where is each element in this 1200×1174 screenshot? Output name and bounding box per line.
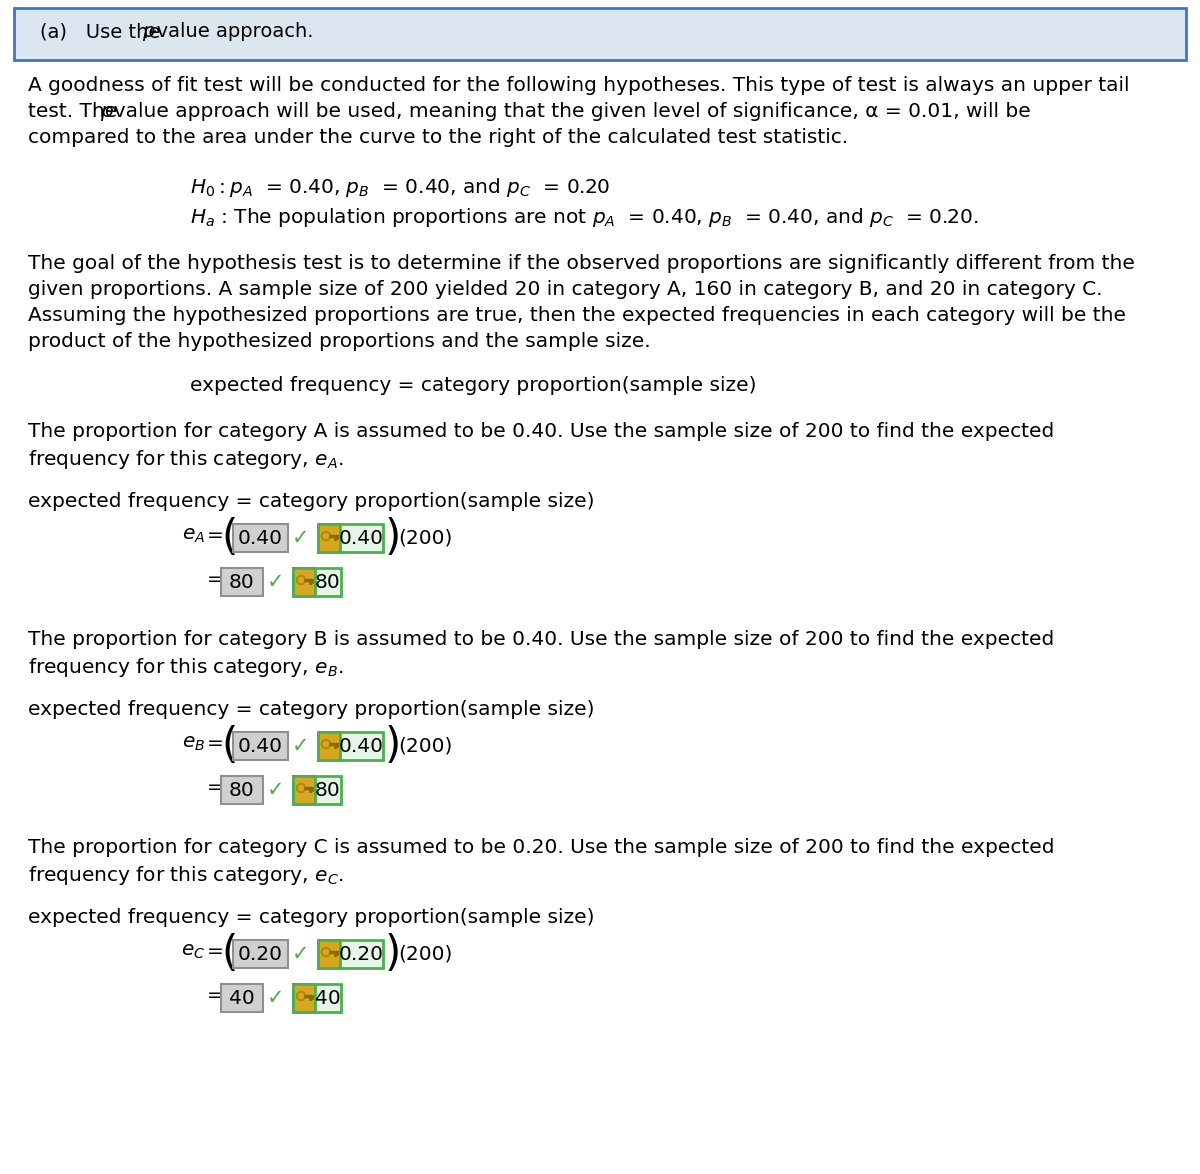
Text: expected frequency = category proportion(sample size): expected frequency = category proportion… bbox=[28, 908, 594, 927]
Text: 0.20: 0.20 bbox=[238, 945, 283, 964]
FancyBboxPatch shape bbox=[318, 524, 383, 552]
FancyBboxPatch shape bbox=[293, 776, 341, 804]
FancyBboxPatch shape bbox=[318, 524, 340, 552]
Text: (: ( bbox=[221, 517, 238, 559]
Text: (: ( bbox=[221, 933, 238, 974]
Circle shape bbox=[299, 578, 304, 582]
Text: 40: 40 bbox=[229, 989, 254, 1007]
Circle shape bbox=[296, 783, 306, 792]
Text: ): ) bbox=[385, 933, 401, 974]
Text: 80: 80 bbox=[229, 573, 254, 592]
Text: ): ) bbox=[385, 726, 401, 767]
Text: ): ) bbox=[385, 517, 401, 559]
Circle shape bbox=[322, 947, 330, 957]
FancyBboxPatch shape bbox=[293, 568, 341, 596]
Text: -value approach will be used, meaning that the given level of significance, α = : -value approach will be used, meaning th… bbox=[107, 102, 1031, 121]
FancyBboxPatch shape bbox=[293, 984, 341, 1012]
Circle shape bbox=[299, 993, 304, 999]
Text: 80: 80 bbox=[229, 781, 254, 799]
Text: 0.40: 0.40 bbox=[340, 736, 384, 756]
Text: p: p bbox=[100, 102, 113, 121]
Text: ✓: ✓ bbox=[293, 736, 310, 756]
Text: $H_a$ : The population proportions are not $p_A$  = 0.40, $p_B$  = 0.40, and $p_: $H_a$ : The population proportions are n… bbox=[190, 205, 979, 229]
Text: 0.40: 0.40 bbox=[340, 528, 384, 547]
Text: =: = bbox=[208, 571, 224, 589]
Text: expected frequency = category proportion(sample size): expected frequency = category proportion… bbox=[190, 376, 756, 394]
Text: product of the hypothesized proportions and the sample size.: product of the hypothesized proportions … bbox=[28, 332, 650, 351]
Text: =: = bbox=[208, 734, 224, 753]
Circle shape bbox=[299, 785, 304, 790]
Circle shape bbox=[322, 532, 330, 540]
FancyBboxPatch shape bbox=[221, 984, 263, 1012]
Text: frequency for this category, $e_A$.: frequency for this category, $e_A$. bbox=[28, 448, 343, 471]
FancyBboxPatch shape bbox=[233, 940, 288, 969]
Text: frequency for this category, $e_C$.: frequency for this category, $e_C$. bbox=[28, 864, 343, 888]
Text: compared to the area under the curve to the right of the calculated test statist: compared to the area under the curve to … bbox=[28, 128, 848, 147]
Text: (200): (200) bbox=[398, 944, 452, 963]
Text: 40: 40 bbox=[316, 989, 341, 1007]
Text: ✓: ✓ bbox=[268, 780, 284, 799]
Text: (200): (200) bbox=[398, 528, 452, 547]
Text: ✓: ✓ bbox=[293, 944, 310, 964]
Text: frequency for this category, $e_B$.: frequency for this category, $e_B$. bbox=[28, 656, 343, 679]
Circle shape bbox=[324, 533, 329, 539]
Text: given proportions. A sample size of 200 yielded 20 in category A, 160 in categor: given proportions. A sample size of 200 … bbox=[28, 281, 1103, 299]
Text: (200): (200) bbox=[398, 736, 452, 755]
Text: $H_0 : p_A$  = 0.40, $p_B$  = 0.40, and $p_C$  = 0.20: $H_0 : p_A$ = 0.40, $p_B$ = 0.40, and $p… bbox=[190, 176, 611, 200]
Circle shape bbox=[296, 575, 306, 585]
FancyBboxPatch shape bbox=[221, 568, 263, 596]
Text: 0.20: 0.20 bbox=[340, 945, 384, 964]
Text: ✓: ✓ bbox=[293, 528, 310, 548]
Circle shape bbox=[324, 950, 329, 954]
Text: (: ( bbox=[221, 726, 238, 767]
Text: =: = bbox=[208, 986, 224, 1005]
Text: 0.40: 0.40 bbox=[238, 736, 283, 756]
Text: test. The: test. The bbox=[28, 102, 124, 121]
Text: The proportion for category C is assumed to be 0.20. Use the sample size of 200 : The proportion for category C is assumed… bbox=[28, 838, 1055, 857]
Text: The proportion for category A is assumed to be 0.40. Use the sample size of 200 : The proportion for category A is assumed… bbox=[28, 421, 1055, 441]
Text: -value approach.: -value approach. bbox=[150, 22, 313, 41]
Text: $e_C$: $e_C$ bbox=[181, 942, 205, 962]
Text: =: = bbox=[208, 942, 224, 962]
Text: $e_A$: $e_A$ bbox=[182, 526, 205, 545]
FancyBboxPatch shape bbox=[233, 733, 288, 760]
FancyBboxPatch shape bbox=[318, 940, 340, 969]
Text: expected frequency = category proportion(sample size): expected frequency = category proportion… bbox=[28, 700, 594, 718]
Text: (a)   Use the: (a) Use the bbox=[40, 22, 167, 41]
FancyBboxPatch shape bbox=[293, 568, 314, 596]
Text: 80: 80 bbox=[316, 781, 341, 799]
FancyBboxPatch shape bbox=[318, 733, 383, 760]
FancyBboxPatch shape bbox=[318, 733, 340, 760]
Text: 0.40: 0.40 bbox=[238, 528, 283, 547]
Text: =: = bbox=[208, 778, 224, 797]
Text: =: = bbox=[208, 526, 224, 545]
Circle shape bbox=[296, 992, 306, 1000]
FancyBboxPatch shape bbox=[14, 8, 1186, 60]
Text: expected frequency = category proportion(sample size): expected frequency = category proportion… bbox=[28, 492, 594, 511]
FancyBboxPatch shape bbox=[293, 984, 314, 1012]
Text: $e_B$: $e_B$ bbox=[181, 734, 205, 753]
Circle shape bbox=[322, 740, 330, 749]
Circle shape bbox=[324, 742, 329, 747]
Text: The proportion for category B is assumed to be 0.40. Use the sample size of 200 : The proportion for category B is assumed… bbox=[28, 630, 1055, 649]
Text: A goodness of fit test will be conducted for the following hypotheses. This type: A goodness of fit test will be conducted… bbox=[28, 76, 1129, 95]
FancyBboxPatch shape bbox=[221, 776, 263, 804]
Text: ✓: ✓ bbox=[268, 572, 284, 592]
FancyBboxPatch shape bbox=[233, 524, 288, 552]
FancyBboxPatch shape bbox=[293, 776, 314, 804]
Text: The goal of the hypothesis test is to determine if the observed proportions are : The goal of the hypothesis test is to de… bbox=[28, 254, 1135, 274]
Text: Assuming the hypothesized proportions are true, then the expected frequencies in: Assuming the hypothesized proportions ar… bbox=[28, 306, 1126, 325]
Text: p: p bbox=[142, 22, 155, 41]
Text: 80: 80 bbox=[316, 573, 341, 592]
FancyBboxPatch shape bbox=[318, 940, 383, 969]
Text: ✓: ✓ bbox=[268, 989, 284, 1008]
